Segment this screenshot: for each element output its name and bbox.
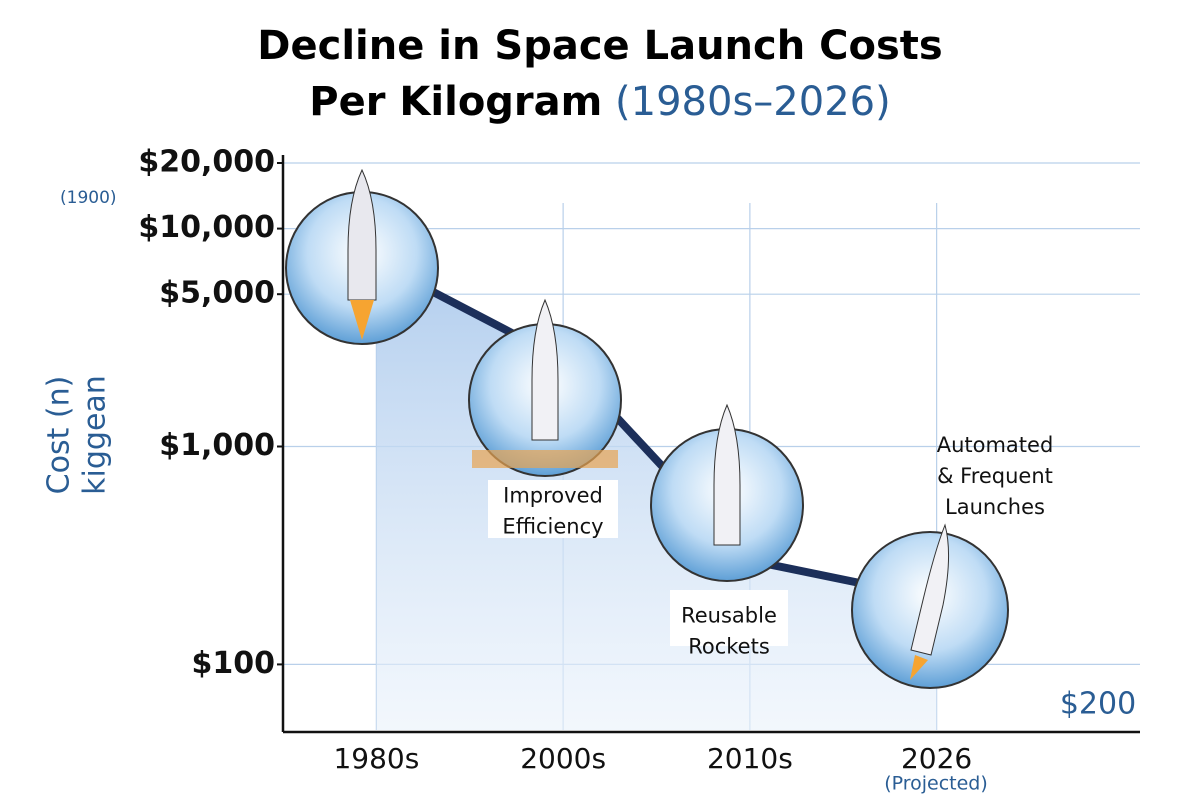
x-tick-label: 1980s <box>333 742 419 775</box>
y-tick-label: $20,000 <box>138 145 275 180</box>
annotation-line: Automated <box>937 433 1054 457</box>
chart-title-line: Per Kilogram (1980s–2026) <box>309 79 890 125</box>
chart-title: Decline in Space Launch Costs <box>257 23 942 69</box>
y-tick-label: $10,000 <box>138 210 275 245</box>
annotation: Automated & Frequent Launches <box>937 433 1054 519</box>
y-tick-label: $1,000 <box>159 428 275 463</box>
annotation-line: Reusable <box>681 604 777 628</box>
category-note: (Projected) <box>884 773 988 795</box>
y-axis-label-line: kiggean <box>78 375 113 495</box>
y-tick-label: $100 <box>192 646 276 681</box>
x-tick-label: 2010s <box>707 742 793 775</box>
y-axis-label: Cost (n) kiggean <box>42 375 113 495</box>
annotation: Improved Efficiency <box>502 484 603 539</box>
annotation-box <box>670 590 788 646</box>
annotation-line: Improved <box>503 484 603 508</box>
annotation-line: Launches <box>945 495 1045 519</box>
annotation-box <box>488 480 618 538</box>
annotation: Reusable Rockets <box>681 604 777 659</box>
end-value-label: $200 <box>1060 687 1136 722</box>
chart-subtitle: (1980s–2026) <box>615 79 891 125</box>
cost-line <box>374 258 953 612</box>
x-tick-label: 2000s <box>520 742 606 775</box>
y-axis-label-line: Cost (n) <box>42 376 77 495</box>
x-tick-label: 2026 <box>901 742 972 775</box>
annotation-line: Rockets <box>688 635 770 659</box>
tick-note: (1900) <box>60 188 117 208</box>
rocket-illustration <box>285 168 1009 689</box>
y-tick-label: $5,000 <box>159 276 275 311</box>
annotation-line: & Frequent <box>937 464 1053 488</box>
annotation-line: Efficiency <box>502 515 603 539</box>
chart-title-line2: Per Kilogram <box>309 79 602 125</box>
